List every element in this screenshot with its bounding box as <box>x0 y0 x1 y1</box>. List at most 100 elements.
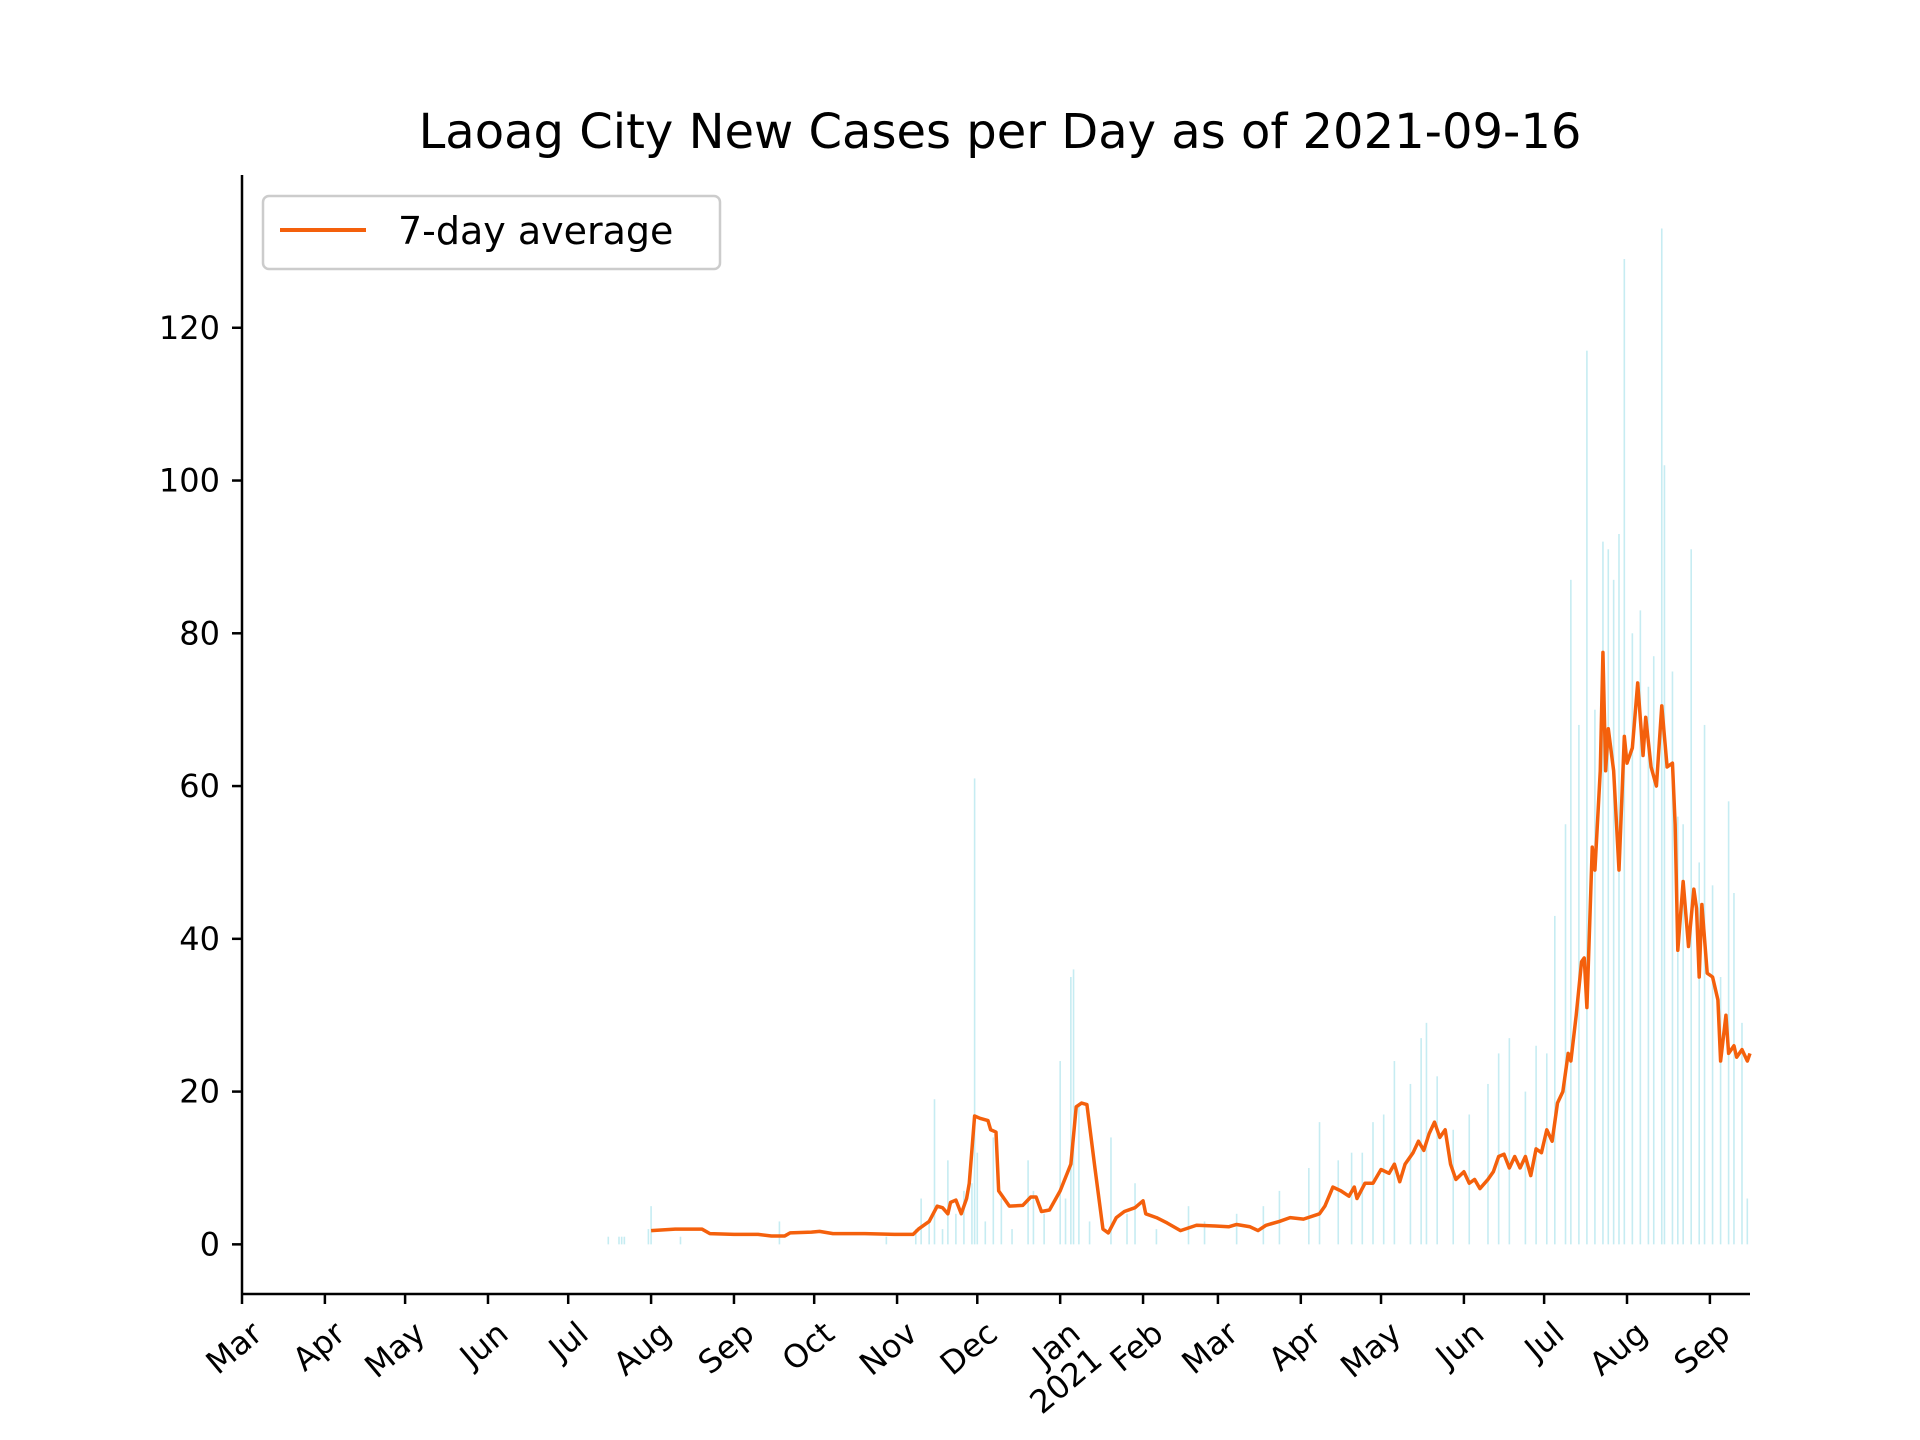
daily-bar <box>1594 709 1596 1245</box>
daily-bar <box>1064 1198 1067 1245</box>
daily-bar <box>1671 671 1674 1245</box>
daily-bar <box>992 1137 995 1245</box>
daily-bar <box>1690 549 1692 1245</box>
daily-bar <box>933 1099 936 1245</box>
daily-bar <box>650 1206 652 1245</box>
daily-bar <box>1110 1137 1112 1245</box>
daily-bar <box>1703 724 1706 1245</box>
daily-bar <box>1308 1167 1310 1245</box>
daily-bar <box>1278 1190 1281 1245</box>
daily-bar <box>1078 1106 1080 1245</box>
daily-bar <box>1409 1083 1412 1245</box>
daily-bar <box>1535 1045 1537 1245</box>
daily-bar <box>1663 465 1666 1245</box>
daily-bar <box>1733 892 1735 1245</box>
daily-bar <box>1741 1022 1743 1245</box>
daily-bar <box>1235 1213 1238 1245</box>
daily-bar <box>971 1183 973 1245</box>
daily-bar <box>1337 1160 1340 1245</box>
daily-bar <box>1382 1114 1385 1245</box>
daily-bar <box>1631 633 1634 1245</box>
daily-bar <box>1677 816 1679 1245</box>
daily-bar <box>1187 1206 1190 1245</box>
daily-bar <box>1586 350 1588 1245</box>
daily-bar <box>1618 534 1620 1245</box>
daily-bar <box>1727 801 1730 1245</box>
y-tick-label: 60 <box>179 767 220 805</box>
daily-bar <box>1011 1229 1013 1245</box>
daily-bar <box>1070 977 1072 1245</box>
daily-bar <box>1602 541 1604 1245</box>
daily-bar <box>1088 1221 1091 1245</box>
y-tick-label: 40 <box>179 920 220 958</box>
daily-bar <box>1420 1038 1422 1245</box>
y-tick-label: 20 <box>179 1073 220 1111</box>
daily-bar <box>914 1229 917 1245</box>
daily-bar <box>1027 1160 1029 1245</box>
daily-bar <box>620 1236 623 1245</box>
legend-label-7-day-average: 7-day average <box>398 209 673 253</box>
daily-bar <box>1059 1061 1061 1245</box>
daily-bar <box>778 1221 781 1245</box>
legend-box <box>261 194 722 271</box>
daily-bar <box>1126 1213 1128 1245</box>
daily-bar <box>941 1229 944 1245</box>
daily-bar <box>920 1198 922 1245</box>
series-line-7-day-average <box>650 650 1752 1238</box>
daily-bar <box>1508 1038 1511 1245</box>
daily-bar <box>1452 1129 1455 1245</box>
y-tick-label: 100 <box>159 462 220 500</box>
axes-layer <box>240 175 1750 1296</box>
daily-bar <box>647 1229 650 1245</box>
daily-bar <box>885 1236 888 1245</box>
daily-bar <box>963 1190 965 1245</box>
daily-bar <box>1554 915 1556 1245</box>
daily-bar <box>1072 969 1075 1245</box>
daily-bar <box>1660 228 1663 1245</box>
daily-bar <box>1425 1022 1428 1245</box>
daily-bar <box>1318 1122 1321 1245</box>
daily-bar <box>973 778 976 1245</box>
chart-title: Laoag City New Cases per Day as of 2021-… <box>419 104 1582 160</box>
daily-bar <box>1497 1053 1500 1245</box>
daily-bar <box>1043 1213 1045 1245</box>
daily-bar <box>618 1236 620 1245</box>
daily-bar <box>1612 579 1615 1245</box>
daily-bar <box>1607 549 1610 1245</box>
daily-bar <box>607 1236 610 1245</box>
daily-bar <box>1134 1183 1136 1245</box>
daily-bars-layer <box>607 228 1749 1245</box>
daily-bar <box>976 1152 979 1245</box>
daily-bar <box>1719 977 1722 1245</box>
y-tick-label: 0 <box>200 1225 220 1263</box>
daily-bar <box>1570 579 1572 1245</box>
daily-bar <box>955 1213 957 1245</box>
daily-bar <box>1652 656 1655 1245</box>
daily-bar <box>1647 686 1650 1245</box>
daily-bar <box>1524 1091 1527 1245</box>
daily-bar <box>1711 885 1714 1245</box>
daily-bar <box>1361 1152 1364 1245</box>
daily-bar <box>928 1221 930 1245</box>
daily-bar <box>1746 1198 1749 1245</box>
daily-bar <box>623 1236 626 1245</box>
daily-bar <box>1682 824 1684 1245</box>
legend: 7-day average <box>261 194 722 271</box>
average-line-layer <box>650 650 1752 1238</box>
daily-bar <box>1350 1152 1353 1245</box>
daily-bar <box>947 1160 949 1245</box>
daily-bar <box>1000 1198 1003 1245</box>
y-tick-label: 120 <box>159 309 220 347</box>
daily-bar <box>1155 1229 1158 1245</box>
daily-bar <box>1698 862 1700 1245</box>
daily-bar <box>1545 1053 1548 1245</box>
daily-bar <box>1487 1083 1489 1245</box>
daily-bar <box>1203 1221 1206 1245</box>
daily-bar <box>1393 1061 1396 1245</box>
daily-bar <box>1639 610 1642 1245</box>
daily-bar <box>1436 1076 1438 1245</box>
y-tick-label: 80 <box>179 614 220 652</box>
daily-bar <box>1564 824 1567 1245</box>
daily-bar <box>1032 1190 1035 1245</box>
